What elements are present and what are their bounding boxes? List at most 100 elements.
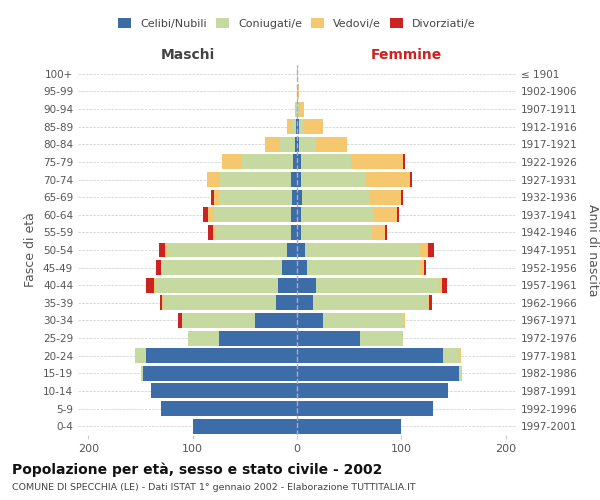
Bar: [410, 172, 412, 187]
Bar: [297, 313, 323, 328]
Bar: [404, 313, 406, 328]
Bar: [420, 260, 424, 275]
Bar: [292, 119, 296, 134]
Bar: [297, 154, 301, 170]
Bar: [215, 225, 291, 240]
Bar: [136, 348, 146, 363]
Bar: [140, 366, 143, 381]
Bar: [323, 313, 404, 328]
Bar: [222, 154, 241, 170]
Bar: [156, 260, 161, 275]
Bar: [296, 119, 297, 134]
Bar: [301, 208, 374, 222]
Bar: [219, 330, 297, 345]
Bar: [428, 242, 434, 258]
Bar: [208, 172, 220, 187]
Bar: [212, 225, 215, 240]
Bar: [299, 119, 304, 134]
Bar: [297, 296, 313, 310]
Bar: [297, 66, 298, 82]
Bar: [295, 102, 296, 116]
Bar: [212, 208, 291, 222]
Bar: [359, 330, 403, 345]
Bar: [430, 296, 431, 310]
Bar: [164, 242, 167, 258]
Bar: [403, 154, 406, 170]
Bar: [276, 296, 297, 310]
Bar: [160, 242, 164, 258]
Bar: [241, 154, 293, 170]
Bar: [160, 296, 163, 310]
Bar: [374, 208, 397, 222]
Bar: [366, 172, 410, 187]
Bar: [208, 208, 212, 222]
Bar: [307, 260, 420, 275]
Bar: [287, 242, 297, 258]
Bar: [443, 348, 458, 363]
Bar: [442, 278, 447, 292]
Bar: [163, 296, 164, 310]
Bar: [316, 278, 439, 292]
Bar: [305, 242, 420, 258]
Text: Femmine: Femmine: [371, 48, 442, 62]
Bar: [385, 225, 386, 240]
Text: Popolazione per età, sesso e stato civile - 2002: Popolazione per età, sesso e stato civil…: [12, 462, 382, 477]
Bar: [146, 278, 154, 292]
Bar: [424, 260, 427, 275]
Bar: [297, 190, 302, 204]
Bar: [401, 190, 403, 204]
Bar: [151, 384, 297, 398]
Bar: [178, 313, 182, 328]
Bar: [297, 137, 299, 152]
Bar: [297, 119, 299, 134]
Bar: [299, 102, 304, 116]
Bar: [351, 154, 403, 170]
Bar: [193, 418, 297, 434]
Bar: [297, 172, 301, 187]
Bar: [291, 225, 297, 240]
Bar: [291, 172, 297, 187]
Bar: [278, 278, 297, 292]
Bar: [420, 242, 428, 258]
Bar: [214, 190, 219, 204]
Bar: [301, 154, 351, 170]
Bar: [163, 260, 283, 275]
Bar: [219, 190, 292, 204]
Bar: [299, 137, 316, 152]
Legend: Celibi/Nubili, Coniugati/e, Vedovi/e, Divorziati/e: Celibi/Nubili, Coniugati/e, Vedovi/e, Di…: [115, 15, 479, 32]
Bar: [397, 208, 399, 222]
Bar: [297, 330, 359, 345]
Bar: [302, 190, 370, 204]
Y-axis label: Anni di nascita: Anni di nascita: [586, 204, 599, 296]
Bar: [297, 208, 301, 222]
Bar: [208, 225, 212, 240]
Bar: [143, 366, 297, 381]
Bar: [297, 418, 401, 434]
Text: Maschi: Maschi: [160, 48, 215, 62]
Bar: [297, 102, 299, 116]
Bar: [295, 137, 297, 152]
Bar: [182, 313, 255, 328]
Bar: [161, 260, 163, 275]
Bar: [167, 242, 287, 258]
Bar: [304, 119, 323, 134]
Bar: [291, 208, 297, 222]
Bar: [220, 172, 291, 187]
Bar: [313, 296, 427, 310]
Bar: [370, 190, 401, 204]
Bar: [265, 137, 280, 152]
Bar: [297, 225, 301, 240]
Bar: [296, 102, 297, 116]
Bar: [283, 260, 297, 275]
Bar: [154, 278, 155, 292]
Bar: [297, 384, 448, 398]
Bar: [297, 401, 433, 416]
Bar: [301, 172, 366, 187]
Bar: [146, 348, 297, 363]
Bar: [297, 84, 299, 99]
Bar: [187, 330, 219, 345]
Bar: [439, 278, 442, 292]
Bar: [427, 296, 430, 310]
Bar: [280, 137, 295, 152]
Bar: [458, 366, 462, 381]
